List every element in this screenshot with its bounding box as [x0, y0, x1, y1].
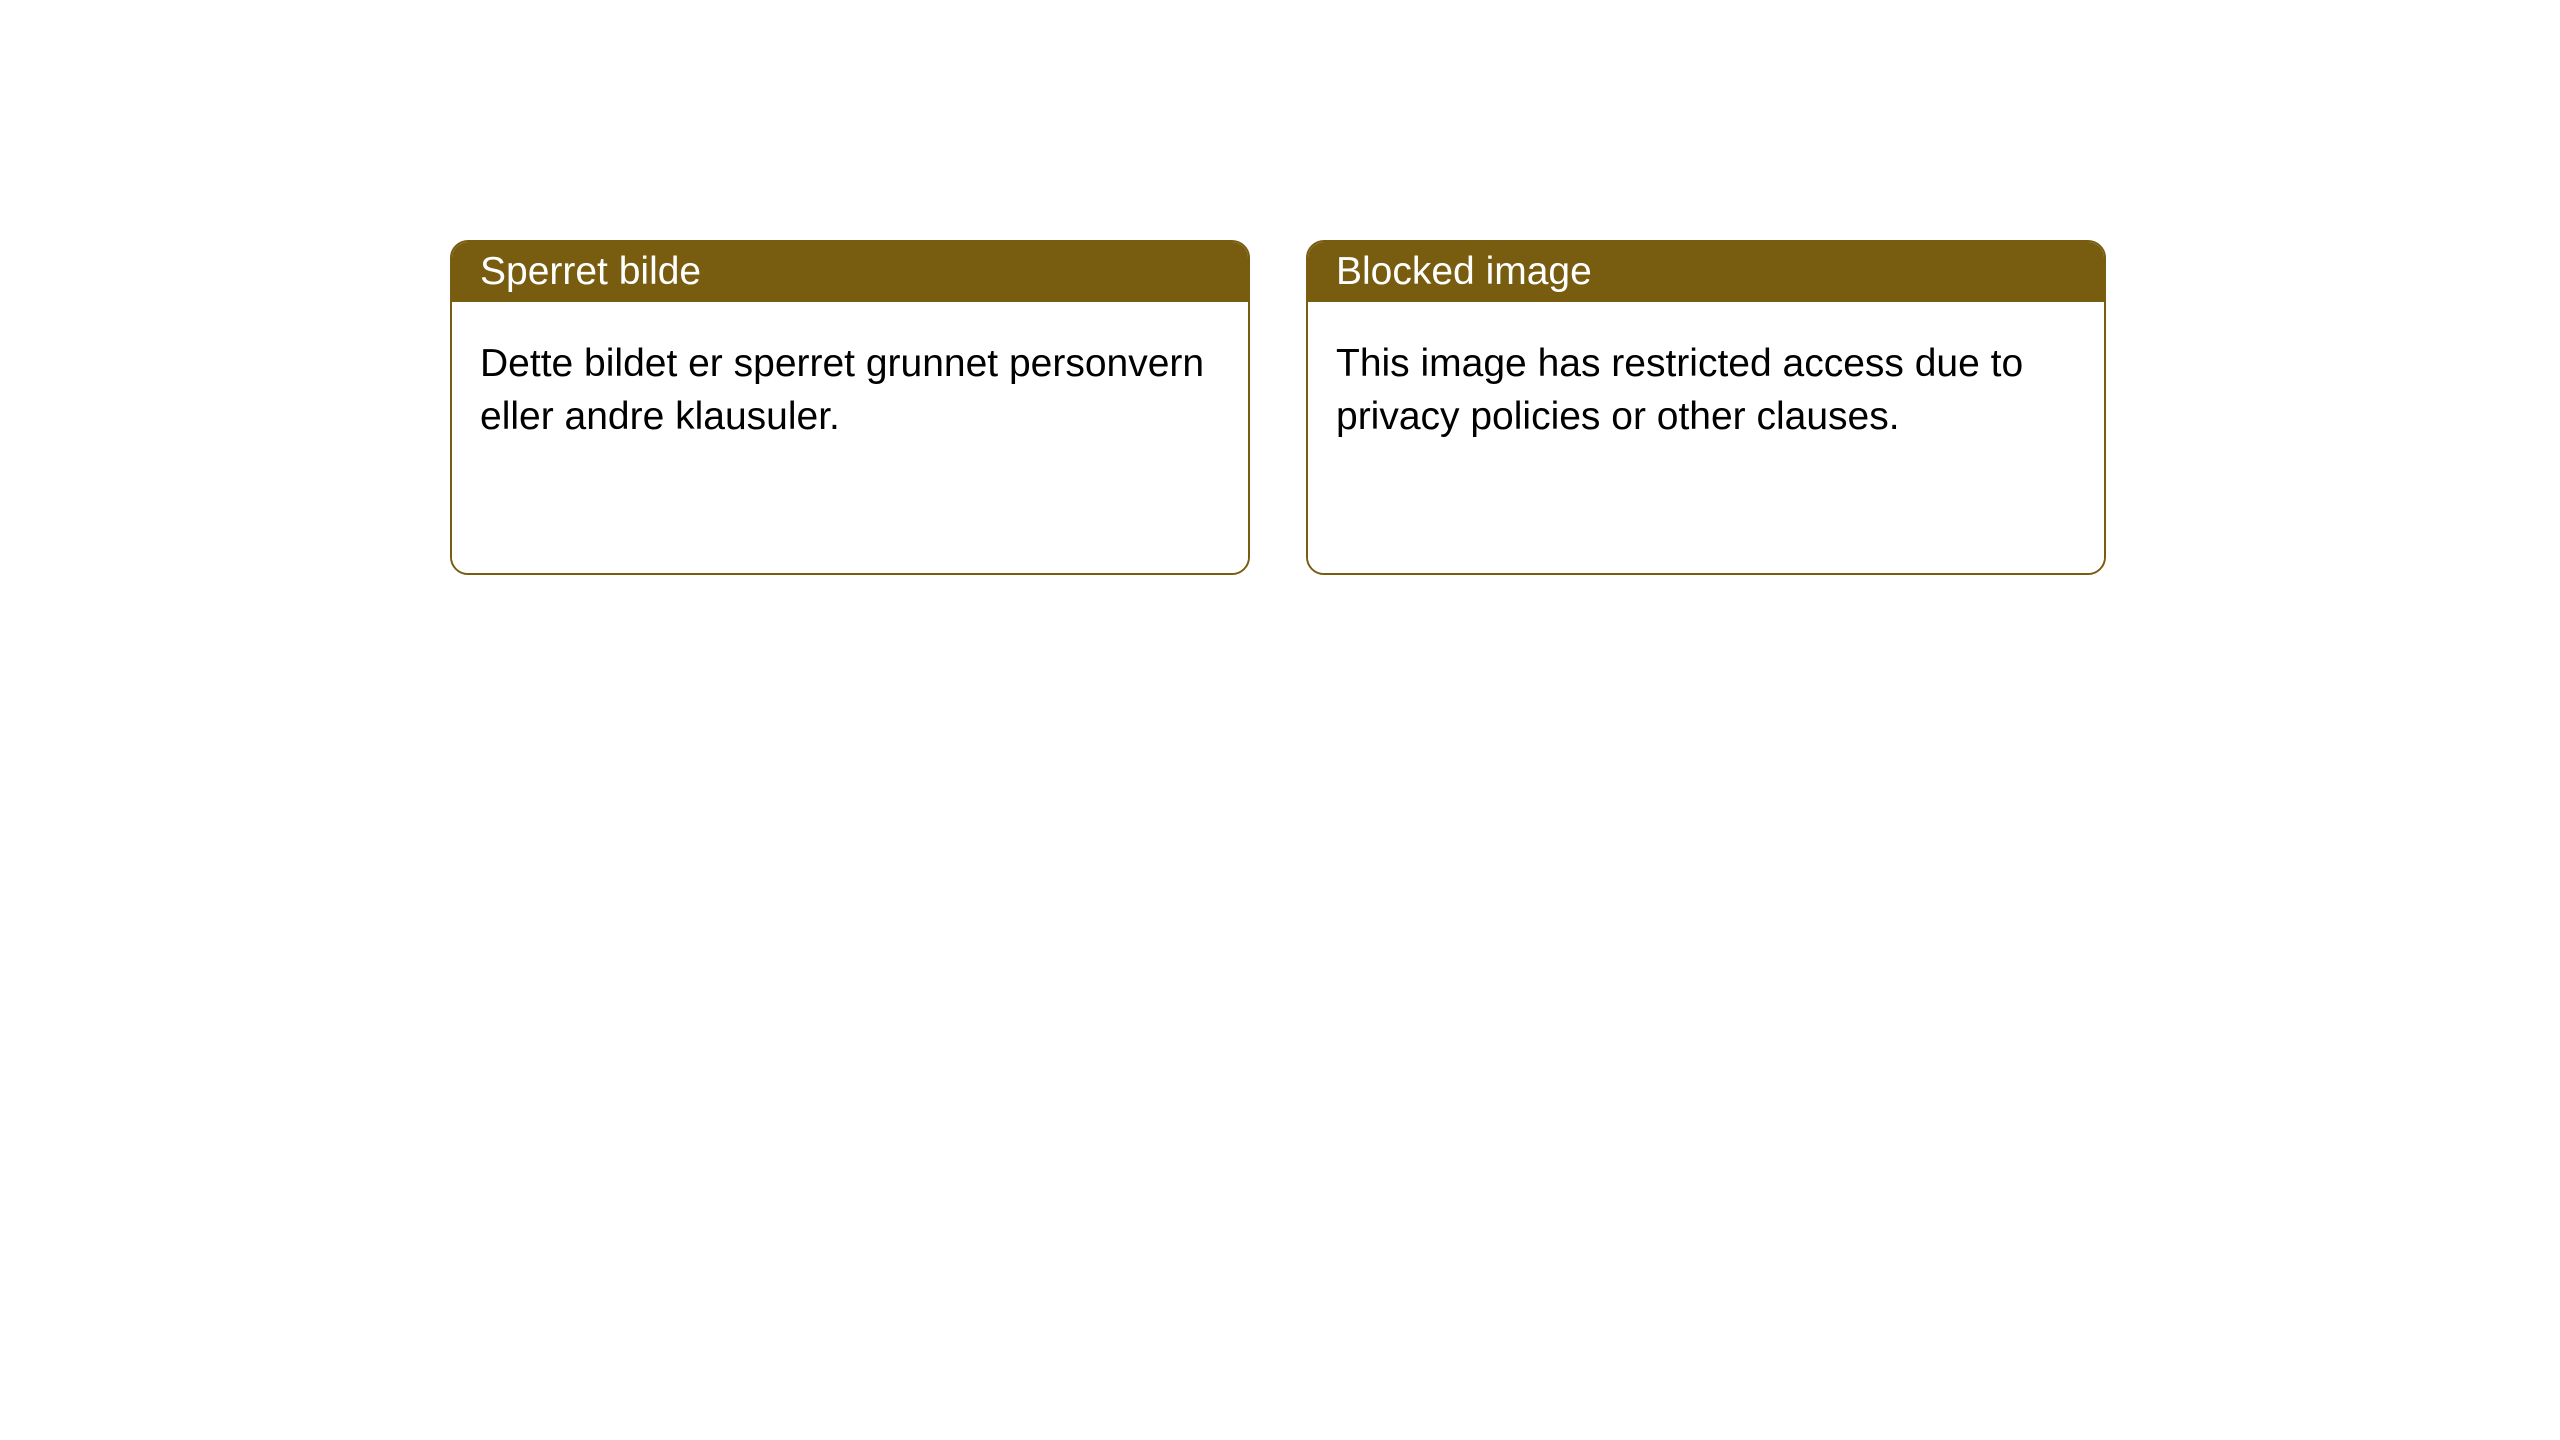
card-title-english: Blocked image: [1336, 250, 1592, 293]
card-norwegian: Sperret bilde Dette bildet er sperret gr…: [450, 240, 1250, 575]
card-header-norwegian: Sperret bilde: [452, 242, 1248, 302]
card-title-norwegian: Sperret bilde: [480, 250, 701, 293]
card-header-english: Blocked image: [1308, 242, 2104, 302]
card-body-norwegian: Dette bildet er sperret grunnet personve…: [452, 302, 1248, 573]
cards-container: Sperret bilde Dette bildet er sperret gr…: [450, 240, 2560, 575]
card-text-english: This image has restricted access due to …: [1336, 342, 2023, 438]
card-text-norwegian: Dette bildet er sperret grunnet personve…: [480, 342, 1204, 438]
card-english: Blocked image This image has restricted …: [1306, 240, 2106, 575]
card-body-english: This image has restricted access due to …: [1308, 302, 2104, 573]
